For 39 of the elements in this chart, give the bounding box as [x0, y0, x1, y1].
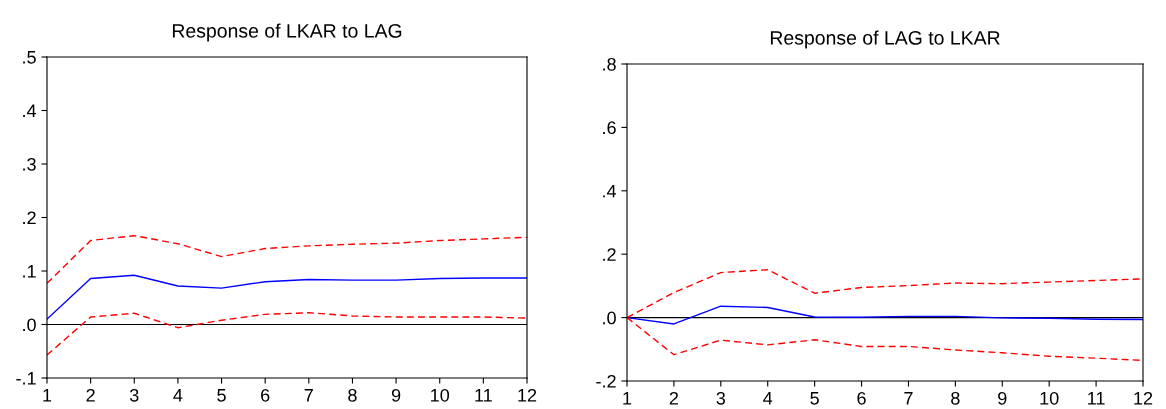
- x-tick-label: 12: [518, 388, 537, 402]
- chart-title: Response of LAG to LKAR: [770, 30, 1000, 49]
- x-tick-label: 6: [857, 391, 866, 405]
- x-tick-label: 5: [217, 389, 226, 402]
- y-tick-label: .0: [23, 318, 36, 332]
- x-tick-label: 8: [348, 388, 357, 402]
- x-tick-label: 9: [391, 388, 401, 402]
- y-tick-label: -.1: [16, 372, 36, 385]
- x-tick-label: 2: [669, 391, 679, 405]
- y-tick-label: .8: [603, 57, 616, 71]
- x-tick-label: 2: [86, 388, 95, 402]
- x-tick-label: 10: [431, 388, 450, 402]
- x-tick-label: 12: [1134, 391, 1153, 405]
- x-tick-label: 10: [1040, 391, 1059, 405]
- y-tick-label: .3: [23, 157, 36, 171]
- y-tick-label: .2: [23, 211, 36, 225]
- x-tick-label: 7: [304, 389, 313, 402]
- y-tick-label: .4: [603, 184, 617, 198]
- chart-title: Response of LKAR to LAG: [172, 23, 402, 42]
- x-tick-label: 4: [173, 389, 183, 402]
- y-tick-label: .4: [23, 104, 37, 118]
- y-tick-label: .6: [603, 121, 616, 135]
- y-tick-label: -.2: [596, 374, 616, 388]
- y-tick-label: .2: [603, 248, 616, 261]
- y-tick-label: .5: [23, 51, 36, 64]
- x-tick-label: 6: [261, 388, 270, 402]
- x-tick-label: 4: [763, 392, 773, 405]
- x-tick-label: 3: [129, 388, 139, 402]
- x-tick-label: 8: [951, 391, 960, 405]
- y-tick-label: .0: [603, 311, 616, 325]
- x-tick-label: 5: [810, 392, 819, 405]
- x-tick-label: 11: [1088, 392, 1105, 405]
- y-tick-label: .1: [23, 265, 36, 278]
- x-tick-label: 7: [904, 392, 913, 405]
- x-tick-label: 1: [623, 392, 632, 405]
- x-tick-label: 11: [475, 389, 492, 402]
- x-tick-label: 9: [998, 391, 1007, 405]
- x-tick-label: 1: [43, 389, 52, 402]
- x-tick-label: 3: [716, 391, 726, 405]
